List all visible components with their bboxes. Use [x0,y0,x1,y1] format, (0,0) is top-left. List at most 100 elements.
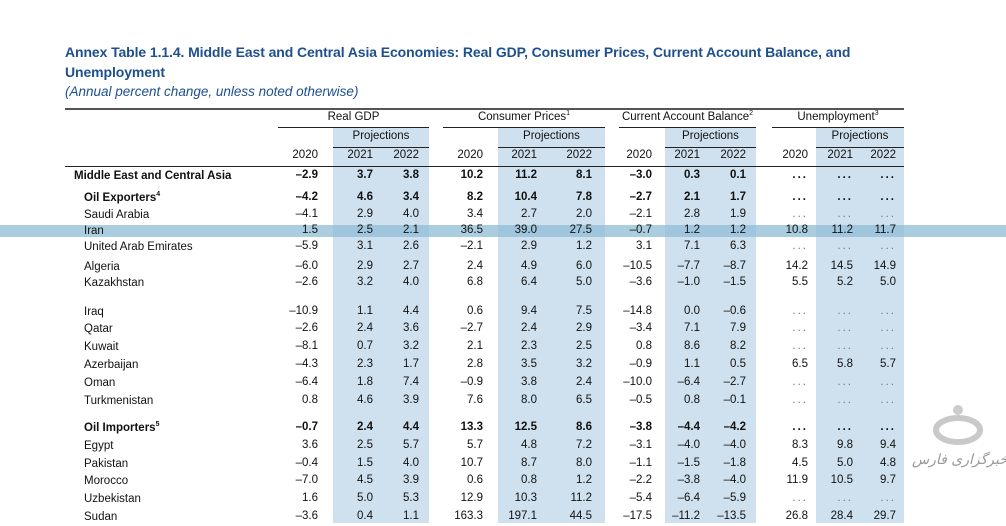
table-cell: –0.9 [460,376,483,388]
column-group-header: Consumer Prices1 [443,110,605,123]
table-cell: 11.2 [831,224,853,236]
row-label-text: Algeria [84,260,120,273]
table-row: Pakistan –0.4 1.5 4.0 10.7 8.7 8.0 –1.1 –1.5 –1.8… [0,457,1006,473]
table-cell: ... [837,208,853,220]
table-cell: 3.2 [403,340,419,352]
table-cell: –6.4 [295,376,318,388]
table-cell: ... [837,492,853,504]
table-cell: 11.2 [515,169,537,181]
table-cell: –3.8 [677,474,700,486]
table-cell: 14.5 [830,260,853,272]
row-label-text: Oil Exporters [84,191,157,204]
table-cell: ... [837,305,853,317]
projections-underline [816,147,904,148]
table-cell: –7.0 [295,474,318,486]
table-cell: –17.5 [623,510,652,522]
column-group-label: Real GDP [327,110,380,123]
column-group-label: Consumer Prices [477,110,567,123]
projections-underline [665,147,756,148]
table-cell: –2.9 [295,169,318,181]
table-cell: 5.0 [576,276,592,288]
row-label: United Arab Emirates [84,240,193,253]
table-cell: 4.6 [357,191,373,203]
table-row: Sudan –3.6 0.4 1.1 163.3 197.1 44.5 –17.5 –11.2 –… [0,510,1006,526]
table-cell: –0.9 [629,358,652,370]
row-label-text: Egypt [84,439,114,452]
year-header: 2021 [674,149,700,161]
row-label: Kazakhstan [84,276,144,289]
row-label-text: Morocco [84,474,129,487]
group-underline [443,127,605,128]
table-cell: 3.4 [467,208,483,220]
table-cell: 3.1 [636,240,652,252]
table-cell: 13.3 [460,421,483,433]
table-cell: –4.2 [723,421,746,433]
gdp-projection-shade [333,128,429,523]
table-cell: 4.8 [880,457,896,469]
table-cell: 0.0 [684,305,700,317]
table-cell: 12.9 [460,492,483,504]
table-cell: –3.0 [629,169,652,181]
table-row: Azerbaijan –4.3 2.3 1.7 2.8 3.5 3.2 –0.9 1.1 0.5 6… [0,358,1006,374]
footnote-marker: 2 [749,110,754,117]
table-cell: –4.1 [295,208,318,220]
table-cell: 0.8 [636,340,652,352]
table-row: Oil Exporters4 –4.2 4.6 3.4 8.2 10.4 7.8 –2.7 2.… [0,191,1006,207]
table-title-line2: Unemployment [65,64,165,80]
row-label-text: Middle East and Central Asia [74,169,232,182]
table-cell: –8.7 [723,260,746,272]
table-cell: 10.7 [460,457,483,469]
table-cell: ... [880,322,896,334]
table-cell: ... [837,240,853,252]
year-header: 2020 [782,149,808,161]
table-cell: –3.6 [629,276,652,288]
table-cell: 1.5 [357,457,373,469]
table-cell: 8.0 [576,457,592,469]
table-cell: ... [837,376,853,388]
group-underline [772,127,904,128]
year-header: 2020 [626,149,652,161]
table-cell: 2.0 [576,208,592,220]
column-group-label: Current Account Balance [621,110,750,123]
table-cell: ... [880,191,896,203]
table-cell: ... [792,340,808,352]
table-cell: 1.2 [684,224,700,236]
row-label: Pakistan [84,457,128,470]
row-label-text: Turkmenistan [84,394,154,407]
table-cell: 1.5 [302,224,318,236]
table-cell: 2.9 [521,240,537,252]
year-header: 2022 [870,149,896,161]
table-cell: 6.8 [467,276,483,288]
table-cell: 2.3 [357,358,373,370]
row-label-text: Iraq [84,305,104,318]
table-cell: 10.2 [460,169,483,181]
table-cell: 0.1 [730,169,746,181]
table-cell: 3.1 [357,240,373,252]
table-cell: 14.2 [785,260,808,272]
table-cell: –0.5 [629,394,652,406]
table-cell: ... [837,191,853,203]
table-row: Kazakhstan –2.6 3.2 4.0 6.8 6.4 5.0 –3.6 –1.0 –1.… [0,276,1006,292]
iran-row-highlight [0,225,1006,237]
table-cell: 7.5 [576,305,592,317]
table-cell: 7.1 [684,322,700,334]
table-cell: 10.5 [830,474,853,486]
table-cell: –0.4 [295,457,318,469]
table-cell: ... [792,421,808,433]
table-cell: 0.3 [684,169,700,181]
row-label: Azerbaijan [84,358,138,371]
table-cell: 4.0 [403,457,419,469]
table-cell: –10.5 [623,260,652,272]
table-cell: –8.1 [295,340,318,352]
table-cell: 2.9 [576,322,592,334]
table-cell: 2.5 [357,224,373,236]
table-row: Algeria –6.0 2.9 2.7 2.4 4.9 6.0 –10.5 –7.7 –8.7 1… [0,260,1006,276]
table-cell: 39.0 [514,224,537,236]
table-cell: 4.4 [403,421,419,433]
table-cell: 6.5 [792,358,808,370]
table-cell: 4.8 [521,439,537,451]
table-cell: 1.7 [730,191,746,203]
table-cell: 8.7 [521,457,537,469]
column-group-label: Unemployment [797,110,875,123]
table-cell: 8.0 [521,394,537,406]
